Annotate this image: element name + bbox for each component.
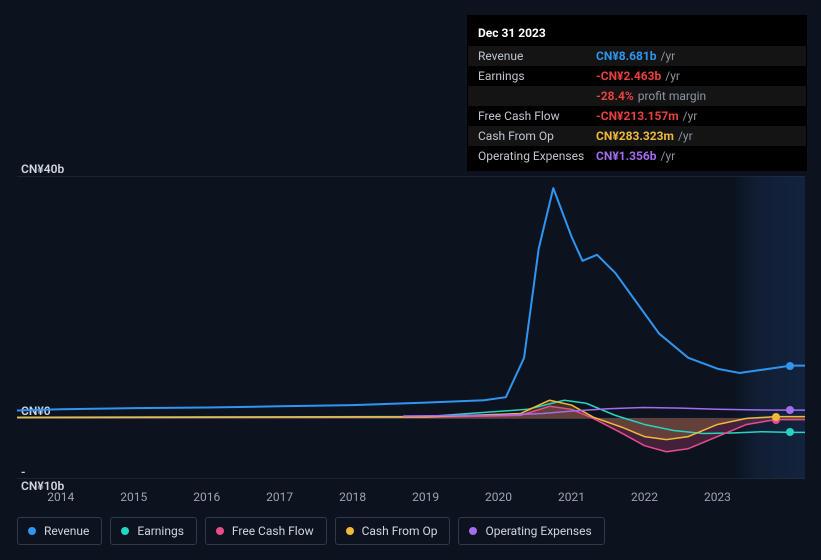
tooltip-row-suffix: /yr <box>665 69 680 83</box>
y-axis-label: CN¥40b <box>21 162 60 176</box>
legend-dot-icon <box>28 527 36 535</box>
legend-label: Revenue <box>44 524 89 538</box>
x-axis-label: 2022 <box>631 490 658 504</box>
x-axis-label: 2018 <box>339 490 366 504</box>
x-axis-label: 2023 <box>704 490 731 504</box>
datapoint-tooltip: Dec 31 2023 RevenueCN¥8.681b /yrEarnings… <box>467 15 807 171</box>
x-axis-label: 2016 <box>193 490 220 504</box>
tooltip-row-suffix: profit margin <box>638 89 706 103</box>
legend-dot-icon <box>469 527 477 535</box>
legend-item-revenue[interactable]: Revenue <box>17 517 102 545</box>
tooltip-row-value: -28.4% <box>596 89 634 103</box>
legend-label: Earnings <box>137 524 184 538</box>
tooltip-row: Operating ExpensesCN¥1.356b /yr <box>468 146 806 166</box>
legend-dot-icon <box>346 527 354 535</box>
series-end-dot <box>786 428 794 436</box>
tooltip-date: Dec 31 2023 <box>468 22 806 46</box>
legend-dot-icon <box>216 527 224 535</box>
tooltip-row: Free Cash Flow-CN¥213.157m /yr <box>468 106 806 126</box>
series-end-dot <box>772 413 780 421</box>
tooltip-row-label: Free Cash Flow <box>478 109 596 123</box>
tooltip-row-label: Revenue <box>478 49 596 63</box>
tooltip-row-value: CN¥8.681b <box>596 49 657 63</box>
legend-label: Cash From Op <box>362 524 438 538</box>
legend-item-free-cash-flow[interactable]: Free Cash Flow <box>205 517 327 545</box>
tooltip-row-value: CN¥283.323m <box>596 129 674 143</box>
series-end-dot <box>786 362 794 370</box>
tooltip-row-label: Operating Expenses <box>478 149 596 163</box>
legend-item-earnings[interactable]: Earnings <box>110 517 197 545</box>
x-axis-label: 2021 <box>558 490 585 504</box>
legend-label: Free Cash Flow <box>232 524 314 538</box>
legend-dot-icon <box>121 527 129 535</box>
financials-chart-container: CN¥40bCN¥0-CN¥10b 2014201520162017201820… <box>0 0 821 560</box>
legend-item-cash-from-op[interactable]: Cash From Op <box>335 517 451 545</box>
tooltip-row: Cash From OpCN¥283.323m /yr <box>468 126 806 146</box>
legend-item-operating-expenses[interactable]: Operating Expenses <box>458 517 604 545</box>
tooltip-row-value: -CN¥2.463b <box>596 69 661 83</box>
chart-svg <box>17 176 805 479</box>
x-axis-label: 2019 <box>412 490 439 504</box>
tooltip-row-suffix: /yr <box>661 49 676 63</box>
tooltip-row: -28.4% profit margin <box>468 86 806 106</box>
tooltip-row-value: -CN¥213.157m <box>596 109 679 123</box>
tooltip-row: Earnings-CN¥2.463b /yr <box>468 66 806 86</box>
tooltip-row-value: CN¥1.356b <box>596 149 657 163</box>
tooltip-row-label: Cash From Op <box>478 129 596 143</box>
legend-label: Operating Expenses <box>485 524 591 538</box>
x-axis-label: 2015 <box>120 490 147 504</box>
chart-legend: Revenue Earnings Free Cash Flow Cash From O… <box>17 517 605 545</box>
tooltip-row-suffix: /yr <box>678 129 693 143</box>
chart-plot-area[interactable] <box>17 176 805 479</box>
x-axis-label: 2020 <box>485 490 512 504</box>
tooltip-row-suffix: /yr <box>661 149 676 163</box>
x-axis-label: 2017 <box>266 490 293 504</box>
series-end-dot <box>786 406 794 414</box>
tooltip-row-suffix: /yr <box>683 109 698 123</box>
tooltip-row: RevenueCN¥8.681b /yr <box>468 46 806 66</box>
x-axis-label: 2014 <box>47 490 74 504</box>
tooltip-row-label: Earnings <box>478 69 596 83</box>
